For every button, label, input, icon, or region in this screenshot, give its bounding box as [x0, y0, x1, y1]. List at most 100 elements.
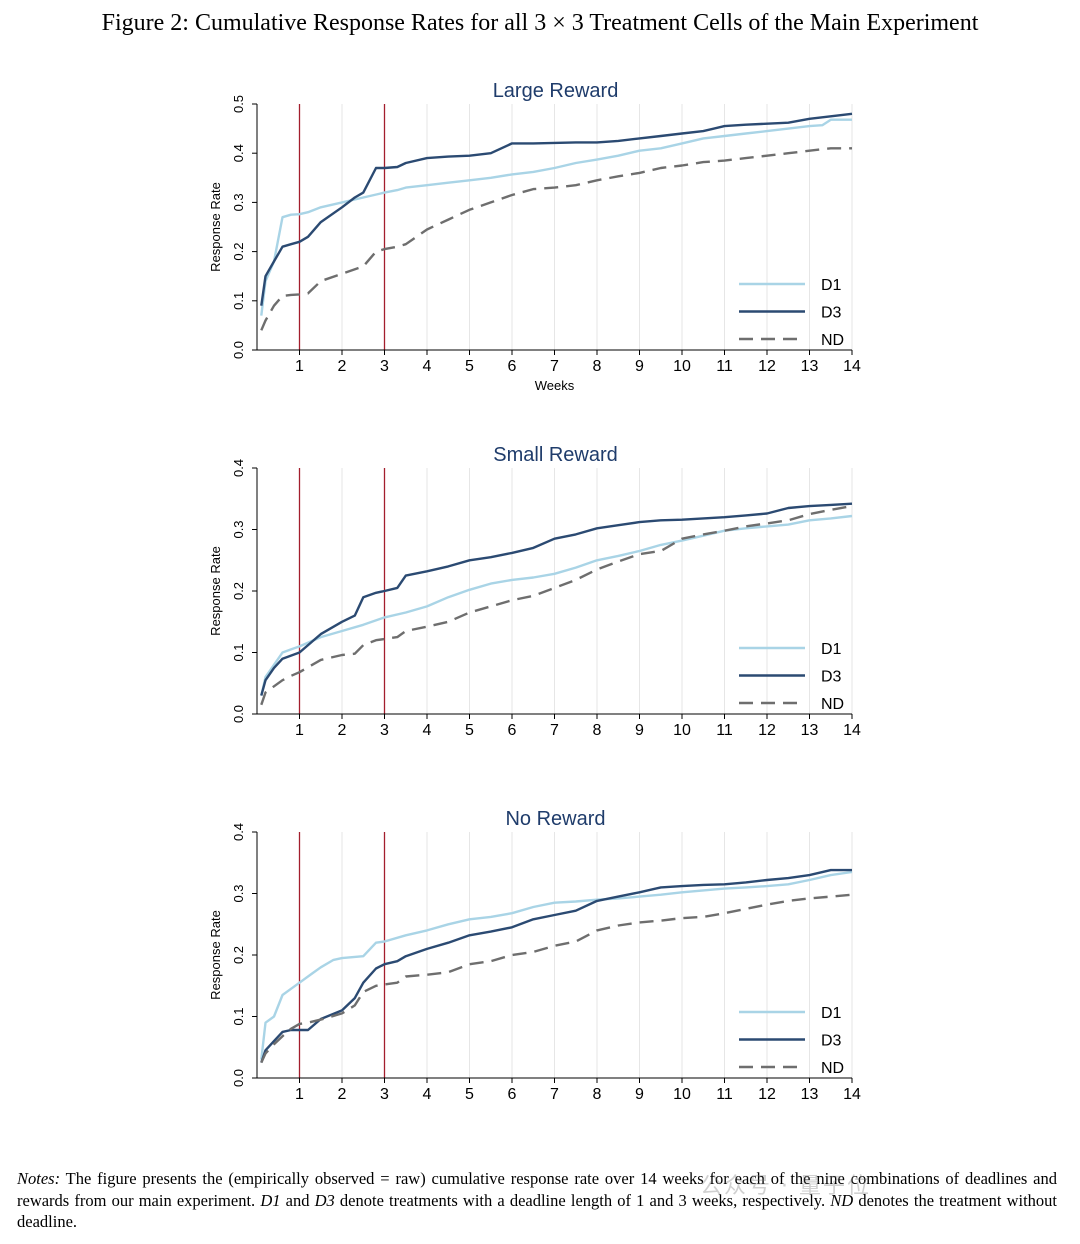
- notes-em-nd: ND: [830, 1190, 854, 1210]
- series-line-d3: [260, 868, 852, 1063]
- chart-panel-small-reward: Small Reward 0.0 0.1 0.2 0.3 0.4 Response Rate…: [191, 430, 881, 792]
- series-line-d1: [260, 514, 853, 696]
- x-tick-label: 7: [550, 1086, 559, 1103]
- x-tick-label: 3: [380, 358, 389, 375]
- series-line-d1: [260, 118, 852, 316]
- notes-em-d1: D1: [260, 1190, 281, 1210]
- x-tick-label: 9: [635, 358, 644, 375]
- series-line-nd: [260, 504, 853, 706]
- x-tick-label: 3: [380, 722, 389, 739]
- y-tick-label: 0.4: [231, 823, 246, 841]
- x-tick-label: 9: [635, 722, 644, 739]
- y-tick-label: 0.0: [231, 341, 246, 359]
- series-line-nd: [260, 147, 852, 331]
- legend-label-d1: D1: [821, 641, 842, 658]
- legend-label-nd: ND: [821, 696, 844, 713]
- x-tick-label: 5: [465, 722, 474, 739]
- y-tick-label: 0.3: [231, 520, 246, 538]
- x-tick-label: 1: [295, 358, 304, 375]
- watermark-text: 公众号 · 量子位: [700, 1174, 871, 1199]
- x-tick-label: 4: [423, 358, 432, 375]
- notes-text-1: The figure presents the (empirically obs…: [17, 1169, 1057, 1210]
- x-tick-label: 7: [550, 722, 559, 739]
- chart-panel-no-reward: No Reward 0.0 0.1 0.2 0.3 0.4 Response Rate 1 2 3…: [191, 794, 881, 1156]
- chart-small-reward: Small Reward 0.0 0.1 0.2 0.3 0.4 Response Rate…: [208, 444, 861, 739]
- x-tick-label: 10: [673, 358, 691, 375]
- series-line-nd: [260, 893, 853, 1064]
- x-tick-label: 2: [338, 722, 347, 739]
- series-line-d3: [260, 112, 853, 306]
- x-tick-label: 5: [465, 1086, 474, 1103]
- x-tick-label: 11: [716, 358, 733, 375]
- y-tick-label: 0.2: [231, 243, 246, 261]
- series-line-d1: [260, 870, 853, 1060]
- notes-text-4: denotes the treatment without deadline.: [17, 1190, 1058, 1232]
- y-tick-label: 0.5: [231, 95, 246, 113]
- x-axis-label: Weeks: [535, 378, 575, 393]
- x-tick-label: 14: [843, 1086, 861, 1103]
- y-tick-label: 0.4: [231, 144, 246, 162]
- x-tick-label: 3: [380, 1086, 389, 1103]
- x-tick-label: 1: [295, 1086, 304, 1103]
- legend-label-d3: D3: [821, 1033, 842, 1050]
- x-tick-label: 14: [843, 358, 861, 375]
- x-tick-label: 10: [673, 1086, 691, 1103]
- figure-notes: Notes: The figure presents the (empirica…: [17, 1168, 1057, 1233]
- x-tick-label: 11: [716, 1086, 733, 1103]
- figure-title: Figure 2: Cumulative Response Rates for …: [101, 10, 979, 36]
- x-tick-label: 2: [338, 1086, 347, 1103]
- x-tick-label: 12: [758, 1086, 776, 1103]
- series-line-d3: [260, 502, 853, 696]
- legend-label-d3: D3: [821, 305, 842, 322]
- legend-label-nd: ND: [821, 1060, 844, 1077]
- x-tick-label: 10: [673, 722, 691, 739]
- x-tick-label: 13: [801, 1086, 819, 1103]
- x-tick-label: 14: [843, 722, 861, 739]
- y-tick-label: 0.1: [231, 292, 246, 310]
- x-tick-label: 6: [508, 358, 517, 375]
- x-tick-label: 8: [593, 722, 602, 739]
- x-tick-label: 5: [465, 358, 474, 375]
- y-tick-label: 0.3: [231, 884, 246, 902]
- y-tick-label: 0.1: [231, 1007, 246, 1025]
- y-tick-label: 0.2: [231, 582, 246, 600]
- legend-label-d3: D3: [821, 669, 842, 686]
- y-axis-label: Response Rate: [208, 910, 223, 1000]
- legend-label-d1: D1: [821, 277, 842, 294]
- x-tick-label: 1: [295, 722, 304, 739]
- y-axis-label: Response Rate: [208, 546, 223, 636]
- y-tick-label: 0.4: [231, 459, 246, 477]
- y-tick-label: 0.2: [231, 946, 246, 964]
- legend-label-nd: ND: [821, 332, 844, 349]
- x-tick-label: 8: [593, 358, 602, 375]
- x-tick-label: 9: [635, 1086, 644, 1103]
- notes-label: Notes:: [17, 1169, 61, 1188]
- notes-em-d3: D3: [314, 1190, 335, 1210]
- y-tick-label: 0.0: [231, 705, 246, 723]
- notes-text-3: denote treatments with a deadline length…: [334, 1190, 831, 1210]
- legend-label-d1: D1: [821, 1005, 842, 1022]
- x-tick-label: 4: [423, 722, 432, 739]
- x-tick-label: 8: [593, 1086, 602, 1103]
- x-tick-label: 12: [758, 358, 776, 375]
- y-tick-label: 0.0: [231, 1069, 246, 1087]
- y-tick-label: 0.3: [231, 193, 246, 211]
- x-tick-label: 12: [758, 722, 776, 739]
- x-tick-label: 13: [801, 722, 819, 739]
- chart-large-reward: Large Reward 0.0 0.1 0.2 0.3 0.4 0.5 Response R…: [208, 80, 861, 393]
- chart-title: No Reward: [505, 808, 605, 830]
- chart-title: Small Reward: [493, 444, 617, 466]
- notes-text-2: and: [280, 1190, 315, 1210]
- x-tick-label: 6: [508, 1086, 517, 1103]
- chart-title: Large Reward: [493, 80, 619, 102]
- x-tick-label: 7: [550, 358, 559, 375]
- x-tick-label: 11: [716, 722, 733, 739]
- chart-panel-large-reward: Large Reward 0.0 0.1 0.2 0.3 0.4 0.5 Response R…: [191, 66, 881, 428]
- x-tick-label: 6: [508, 722, 517, 739]
- x-tick-label: 4: [423, 1086, 432, 1103]
- x-tick-label: 2: [338, 358, 347, 375]
- y-tick-label: 0.1: [231, 643, 246, 661]
- x-tick-label: 13: [801, 358, 819, 375]
- y-axis-label: Response Rate: [208, 182, 223, 272]
